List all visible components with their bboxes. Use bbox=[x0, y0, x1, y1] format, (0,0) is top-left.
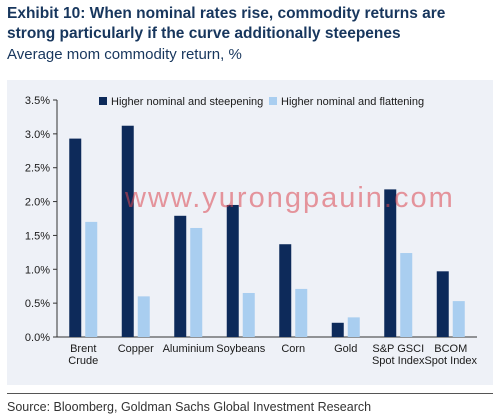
legend-label: Higher nominal and steepening bbox=[111, 96, 263, 108]
x-tick-label: Soybeans bbox=[216, 343, 265, 355]
bar bbox=[226, 204, 239, 337]
y-tick-label: 2.5% bbox=[25, 163, 50, 175]
bar bbox=[137, 296, 150, 337]
x-tick-label: Brent bbox=[70, 343, 96, 355]
bar bbox=[347, 317, 360, 337]
y-tick-label: 0.5% bbox=[25, 298, 50, 310]
x-tick-label: Corn bbox=[281, 343, 305, 355]
bar bbox=[190, 227, 203, 337]
legend-swatch bbox=[269, 97, 277, 105]
y-tick-label: 0.0% bbox=[25, 332, 50, 344]
bar bbox=[295, 288, 308, 337]
y-tick-label: 3.5% bbox=[25, 95, 50, 107]
bar bbox=[331, 322, 344, 337]
bar bbox=[384, 189, 397, 337]
x-tick-label: BCOM bbox=[434, 343, 467, 355]
bar bbox=[121, 125, 134, 337]
bar bbox=[436, 271, 449, 337]
watermark-text: www.yurongpauin.com bbox=[125, 182, 455, 214]
bar bbox=[452, 301, 465, 337]
y-tick-label: 1.5% bbox=[25, 230, 50, 242]
y-tick-label: 2.0% bbox=[25, 197, 50, 209]
legend-label: Higher nominal and flattening bbox=[281, 96, 424, 108]
y-tick-label: 1.0% bbox=[25, 264, 50, 276]
x-tick-label: Gold bbox=[334, 343, 357, 355]
bar-chart: 0.0% 0.5% 1.0% 1.5% 2.0% 2.5% 3.0% 3.5% BrentCru… bbox=[25, 95, 478, 367]
y-tick-label: 3.0% bbox=[25, 129, 50, 141]
bar bbox=[85, 221, 98, 337]
bar bbox=[242, 292, 255, 337]
chart-title: Exhibit 10: When nominal rates rise, com… bbox=[7, 5, 446, 42]
bar bbox=[69, 138, 82, 337]
x-tick-label: Aluminium bbox=[163, 343, 214, 355]
bar bbox=[174, 215, 187, 337]
x-tick-label: Copper bbox=[118, 343, 154, 355]
legend-swatch bbox=[99, 97, 107, 105]
x-tick-label: S&P GSCI bbox=[372, 343, 424, 355]
x-tick-label: Spot Index bbox=[372, 355, 425, 367]
x-tick-label: Crude bbox=[68, 355, 98, 367]
bar bbox=[279, 244, 292, 337]
bar bbox=[400, 253, 413, 337]
chart-subtitle: Average mom commodity return, % bbox=[7, 46, 242, 63]
source-note: Source: Bloomberg, Goldman Sachs Global … bbox=[7, 393, 493, 414]
chart-panel: 0.0% 0.5% 1.0% 1.5% 2.0% 2.5% 3.0% 3.5% Brent Cru… bbox=[7, 80, 493, 385]
x-tick-label: Spot Index bbox=[424, 355, 477, 367]
